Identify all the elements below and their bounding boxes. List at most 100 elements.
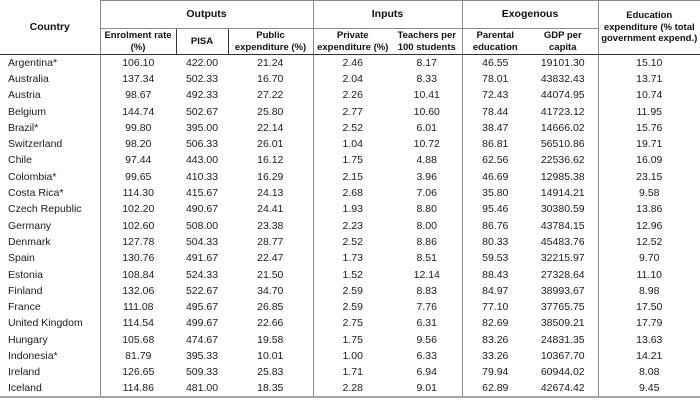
cell-country: Ireland — [8, 366, 41, 379]
cell-teachers-per-100: 12.14 — [413, 268, 440, 281]
cell-country: Belgium — [8, 105, 46, 118]
cell-pisa: 499.67 — [185, 317, 219, 330]
cell-private-expenditure: 2.77 — [312, 103, 392, 120]
cell-private-expenditure: 2.52 — [312, 119, 392, 136]
cell-education-expenditure: 23.15 — [597, 168, 700, 185]
header-education-expenditure: Education expenditure (% total governmen… — [597, 0, 700, 55]
cell-education-expenditure: 16.09 — [597, 152, 700, 169]
cell-pisa: 504.33 — [185, 235, 219, 248]
education-header-line: government expend.) — [601, 33, 698, 45]
cell-gdp-per-capita: 10367.70 — [540, 349, 585, 362]
header-private-expenditure: Private expenditure (%) — [312, 28, 392, 55]
cell-parental-education: 46.69 — [461, 168, 528, 185]
cell-public-expenditure: 22.14 — [257, 121, 284, 134]
cell-country: Hungary — [8, 333, 48, 346]
cell-enrolment-rate: 102.20 — [99, 201, 176, 218]
cell-education-expenditure: 11.10 — [597, 266, 700, 283]
cell-education-expenditure: 10.74 — [597, 87, 700, 104]
table-header: Country Outputs Inputs Exogenous Educati… — [0, 0, 700, 55]
cell-education-expenditure: 15.10 — [597, 54, 700, 71]
cell-education-expenditure: 9.58 — [597, 184, 700, 202]
header-enrolment-rate: Enrolment rate (%) — [99, 28, 176, 55]
cell-gdp-per-capita: 30380.59 — [540, 203, 585, 216]
cell-parental-education: 33.26 — [461, 347, 528, 365]
cell-public-expenditure: 26.01 — [257, 138, 284, 151]
cell-teachers-per-100: 9.01 — [392, 380, 462, 398]
cell-public-expenditure: 16.70 — [257, 72, 284, 85]
cell-public-expenditure: 24.41 — [257, 203, 284, 216]
cell-parental-education: 62.89 — [461, 380, 528, 398]
cell-private-expenditure: 2.52 — [312, 233, 392, 251]
cell-education-expenditure: 17.50 — [597, 298, 700, 316]
cell-pisa: 502.67 — [185, 105, 219, 118]
cell-pisa: 395.00 — [185, 121, 219, 134]
header-gdp-per-capita: GDP per capita — [528, 28, 598, 55]
cell-education-expenditure: 12.96 — [597, 217, 700, 234]
table-row: Finland 132.06 522.67 34.70 2.59 8.83 84.97 389… — [0, 282, 700, 299]
cell-private-expenditure: 2.46 — [312, 54, 392, 71]
cell-public-expenditure: 10.01 — [257, 349, 284, 362]
cell-pisa: 443.00 — [185, 154, 219, 167]
cell-country: Indonesia* — [8, 349, 58, 362]
cell-enrolment-rate: 105.68 — [99, 331, 176, 348]
cell-enrolment-rate: 98.67 — [99, 87, 176, 104]
cell-teachers-per-100: 8.00 — [416, 219, 437, 232]
cell-country: Czech Republic — [8, 203, 82, 216]
cell-enrolment-rate: 130.76 — [99, 250, 176, 267]
cell-country: Switzerland — [8, 138, 63, 151]
cell-teachers-per-100: 6.31 — [416, 317, 437, 330]
header-pisa: PISA — [175, 28, 228, 55]
table-row: Indonesia* 81.79 395.33 10.01 1.00 6.33 33.26 1… — [0, 347, 700, 365]
cell-private-expenditure: 2.28 — [312, 380, 392, 398]
cell-pisa: 492.33 — [185, 89, 219, 102]
cell-parental-education: 35.80 — [461, 184, 528, 202]
cell-public-expenditure: 22.66 — [257, 317, 284, 330]
cell-enrolment-rate: 102.60 — [99, 217, 176, 234]
cell-teachers-per-100: 8.83 — [416, 284, 437, 297]
cell-education-expenditure: 9.45 — [597, 380, 700, 398]
cell-private-expenditure: 2.59 — [312, 282, 392, 299]
table-row: Austria 98.67 492.33 27.22 2.26 10.41 72.43 440… — [0, 87, 700, 104]
cell-private-expenditure: 2.59 — [312, 298, 392, 316]
header-group-inputs: Inputs — [312, 0, 462, 29]
cell-teachers-per-100: 4.88 — [416, 154, 437, 167]
cell-public-expenditure: 23.38 — [257, 219, 284, 232]
cell-private-expenditure: 2.26 — [312, 87, 392, 104]
cell-enrolment-rate: 132.06 — [99, 282, 176, 299]
cell-country: Australia — [8, 72, 49, 85]
cell-parental-education: 84.97 — [461, 282, 528, 299]
cell-pisa: 490.67 — [185, 203, 219, 216]
cell-parental-education: 72.43 — [461, 87, 528, 104]
table-row: Colombia* 99.65 410.33 16.29 2.15 3.96 46.69 12… — [0, 168, 700, 185]
cell-education-expenditure: 9.70 — [597, 250, 700, 267]
cell-pisa: 422.00 — [185, 56, 219, 69]
cell-parental-education: 88.43 — [461, 266, 528, 283]
cell-gdp-per-capita: 24831.35 — [540, 333, 585, 346]
cell-public-expenditure: 25.80 — [257, 105, 284, 118]
cell-pisa: 508.00 — [185, 219, 219, 232]
cell-teachers-per-100: 10.41 — [413, 89, 440, 102]
cell-teachers-per-100: 10.72 — [413, 138, 440, 151]
cell-parental-education: 82.69 — [461, 315, 528, 332]
header-parental-education: Parental education — [461, 28, 528, 55]
cell-gdp-per-capita: 42674.42 — [528, 380, 598, 398]
cell-country: Colombia* — [8, 170, 57, 183]
cell-parental-education: 38.47 — [461, 119, 528, 136]
cell-country: United Kingdom — [8, 317, 83, 330]
cell-private-expenditure: 1.75 — [312, 152, 392, 169]
cell-teachers-per-100: 6.33 — [416, 349, 437, 362]
cell-enrolment-rate: 114.30 — [99, 184, 176, 202]
cell-country: Austria — [8, 89, 41, 102]
cell-country: Argentina* — [8, 56, 58, 69]
cell-parental-education: 95.46 — [461, 201, 528, 218]
table-row: Germany 102.60 508.00 23.38 2.23 8.00 86.76 437… — [0, 217, 700, 234]
cell-enrolment-rate: 106.10 — [99, 54, 176, 71]
cell-gdp-per-capita: 12985.38 — [540, 170, 585, 183]
cell-gdp-per-capita: 45483.76 — [540, 235, 585, 248]
cell-country: Costa Rica* — [8, 187, 64, 200]
cell-parental-education: 62.56 — [461, 152, 528, 169]
cell-private-expenditure: 1.04 — [312, 135, 392, 153]
cell-country: Brazil* — [8, 121, 39, 134]
cell-private-expenditure: 1.52 — [312, 266, 392, 283]
cell-parental-education: 86.81 — [461, 135, 528, 153]
